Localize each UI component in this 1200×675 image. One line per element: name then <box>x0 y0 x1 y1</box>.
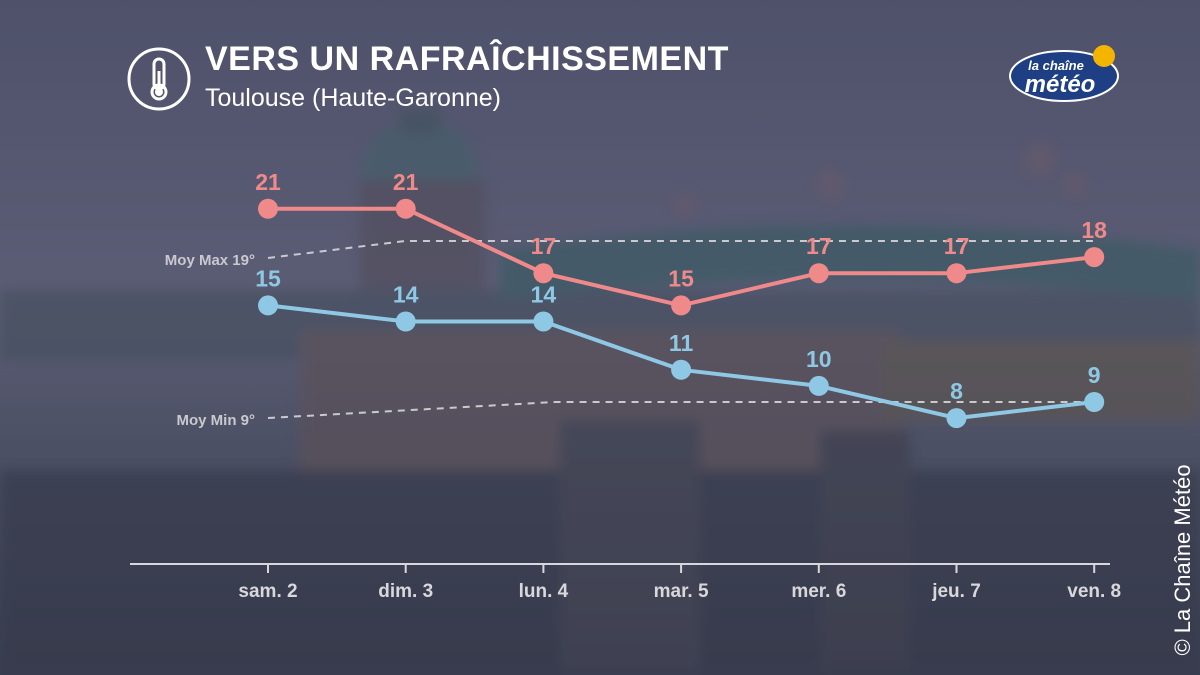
data-label-max: 21 <box>393 169 419 195</box>
data-label-min: 11 <box>669 330 694 356</box>
data-label-min: 14 <box>531 282 557 308</box>
data-label-max: 21 <box>255 169 281 195</box>
data-label-min: 10 <box>806 346 832 372</box>
data-label-max: 17 <box>806 233 832 259</box>
x-tick-label: jeu. 7 <box>931 581 981 602</box>
data-label-max: 17 <box>531 233 557 259</box>
x-tick-label: lun. 4 <box>519 581 569 602</box>
x-tick-label: mar. 5 <box>654 581 709 602</box>
x-tick-label: sam. 2 <box>238 581 297 602</box>
data-label-min: 9 <box>1088 362 1101 388</box>
chaine-meteo-logo: la chaîne météo <box>1009 45 1119 102</box>
data-label-max: 17 <box>944 233 970 259</box>
page-subtitle: Toulouse (Haute-Garonne) <box>205 84 501 112</box>
data-point-min <box>946 408 967 429</box>
data-point-max <box>671 295 692 316</box>
x-tick-label: dim. 3 <box>378 581 433 602</box>
data-point-min <box>533 311 554 332</box>
data-point-max <box>1084 247 1105 268</box>
page-title: VERS UN RAFRAÎCHISSEMENT <box>205 40 729 78</box>
data-point-min <box>808 375 829 396</box>
thermometer-icon <box>127 47 191 111</box>
data-point-min <box>1084 392 1105 412</box>
copyright-text: © La Chaîne Météo <box>1170 464 1195 656</box>
data-point-max <box>946 263 967 284</box>
data-label-max: 18 <box>1081 217 1107 243</box>
data-point-min <box>395 311 416 332</box>
data-point-min <box>671 359 692 380</box>
data-point-max <box>395 198 416 219</box>
logo-line1: la chaîne <box>1028 58 1084 73</box>
data-point-max <box>808 263 829 284</box>
logo-line2: météo <box>1025 71 1096 98</box>
data-label-min: 14 <box>393 282 419 308</box>
data-label-min: 15 <box>255 265 281 291</box>
data-point-max <box>258 198 278 219</box>
data-point-min <box>258 295 278 316</box>
reference-label-max: Moy Max 19° <box>165 252 255 269</box>
data-label-max: 15 <box>668 265 694 291</box>
data-label-min: 8 <box>950 378 963 404</box>
reference-line-min <box>267 401 1095 419</box>
x-tick-label: mer. 6 <box>791 581 846 602</box>
reference-line-max <box>267 240 1095 259</box>
x-tick-label: ven. 8 <box>1067 581 1121 602</box>
reference-label-min: Moy Min 9° <box>176 412 255 429</box>
data-point-max <box>533 263 554 284</box>
